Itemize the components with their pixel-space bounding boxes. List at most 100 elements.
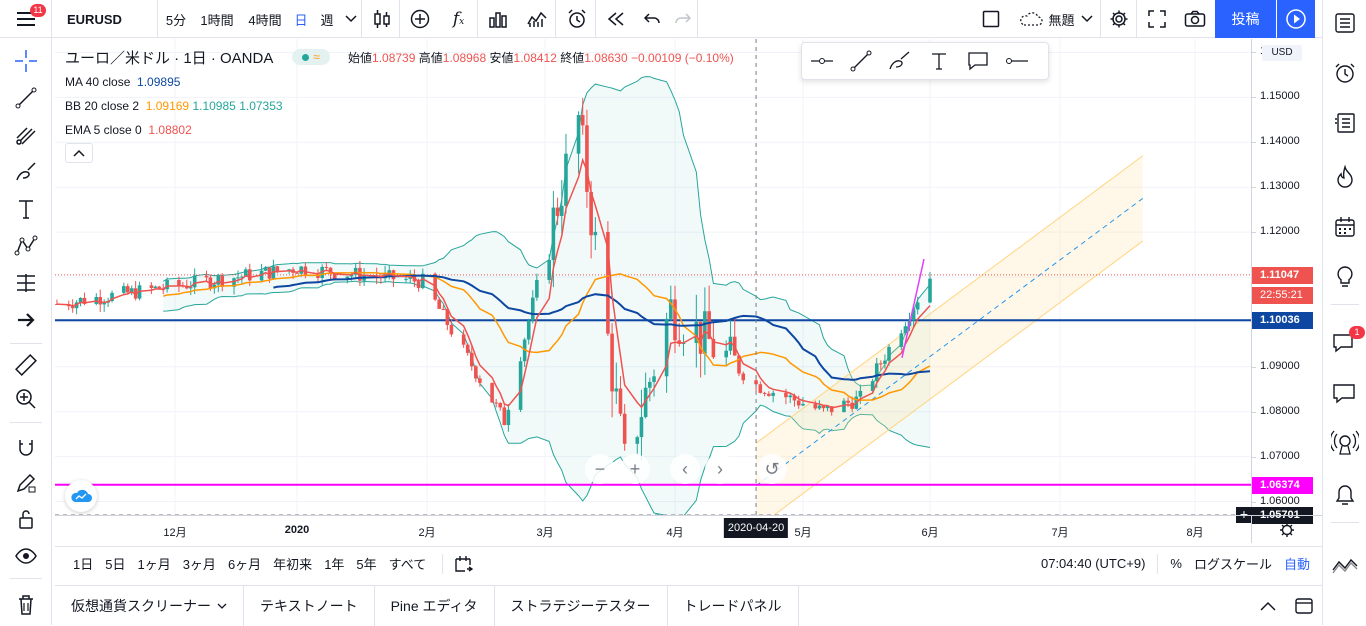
fullscreen-icon — [1148, 10, 1166, 28]
time-tick: 6月 — [921, 527, 939, 539]
symbol-search-button[interactable]: EURUSD — [53, 0, 158, 38]
time-axis[interactable]: 12月 2020 2月 3月 4月 5月 6月 7月 8月 2020-04-20 — [55, 515, 1251, 543]
axis-settings-button[interactable] — [1251, 515, 1322, 543]
callout-button[interactable] — [958, 43, 997, 79]
tab-trading-panel[interactable]: トレードパネル — [668, 585, 799, 626]
redo-button[interactable] — [668, 0, 698, 38]
add-alert-plus-icon[interactable]: + — [1236, 506, 1252, 523]
templates-button[interactable] — [518, 0, 556, 38]
collapse-panel-button[interactable] — [1250, 586, 1286, 626]
financials-button[interactable] — [480, 0, 516, 38]
brush-tool[interactable] — [8, 157, 44, 187]
interval-1d[interactable]: 日 — [294, 12, 308, 28]
candle-body — [610, 333, 614, 392]
function-icon: fx — [452, 9, 465, 29]
tab-text-notes[interactable]: テキストノート — [244, 585, 375, 626]
magnet-tool[interactable] — [8, 433, 44, 463]
range-6m[interactable]: 6ヶ月 — [227, 557, 262, 572]
chart-pane[interactable]: ユーロ／米ドル · 1日 · OANDA ≈ 始値1.08739 高値1.089… — [55, 39, 1251, 515]
prediction-tool[interactable] — [8, 268, 44, 298]
publish-button[interactable]: 投稿 — [1215, 0, 1276, 38]
zoom-tool[interactable] — [8, 384, 44, 414]
trend-arrow — [901, 258, 925, 358]
maximize-panel-button[interactable] — [1286, 586, 1322, 626]
notifications-button[interactable] — [1327, 478, 1363, 512]
brush-button[interactable] — [880, 43, 919, 79]
tab-strategy-tester[interactable]: ストラテジーテスター — [495, 585, 668, 626]
streams-button[interactable] — [1327, 426, 1363, 460]
lock-tool[interactable] — [8, 504, 44, 534]
auto-scale-toggle[interactable]: 自動 — [1283, 557, 1310, 572]
range-5d[interactable]: 5日 — [105, 557, 126, 572]
compare-button[interactable] — [402, 0, 438, 38]
range-all[interactable]: すべて — [388, 557, 427, 572]
percent-toggle[interactable]: % — [1170, 556, 1182, 571]
interval-5m[interactable]: 5分 — [165, 12, 187, 28]
interval-4h[interactable]: 4時間 — [248, 12, 282, 28]
layout-name-button[interactable]: 無題 — [1011, 0, 1101, 38]
ray-button[interactable] — [997, 43, 1036, 79]
comments-button[interactable] — [1327, 376, 1363, 410]
crosshair-tool[interactable] — [8, 46, 44, 76]
snapshot-button[interactable] — [1177, 0, 1213, 38]
ema-legend[interactable]: EMA 5 close 0 1.08802 — [65, 123, 192, 137]
ma-legend[interactable]: MA 40 close 1.09895 — [65, 75, 180, 89]
ruler-tool[interactable] — [8, 350, 44, 380]
chats-button[interactable]: 1 — [1327, 326, 1365, 360]
log-scale-toggle[interactable]: ログスケール — [1193, 557, 1272, 572]
calendar-button[interactable] — [1327, 210, 1363, 244]
list-icon — [1335, 13, 1355, 33]
pattern-tool[interactable] — [8, 231, 44, 261]
fullscreen-button[interactable] — [1139, 0, 1175, 38]
range-1y[interactable]: 1年 — [324, 557, 345, 572]
range-ytd[interactable]: 年初来 — [273, 557, 313, 572]
reset-chart-button[interactable]: ↺ — [757, 454, 787, 484]
layout-button[interactable] — [973, 0, 1009, 38]
replay-button[interactable] — [598, 0, 634, 38]
range-1m[interactable]: 1ヶ月 — [137, 557, 171, 572]
zoom-out-button[interactable]: − — [585, 454, 615, 484]
undo-button[interactable] — [636, 0, 668, 38]
clock-timezone[interactable]: 07:04:40 (UTC+9) — [1040, 556, 1146, 571]
chart-type-button[interactable] — [364, 0, 400, 38]
data-window-button[interactable] — [1327, 106, 1363, 140]
currency-label[interactable]: USD — [1262, 45, 1302, 61]
play-button[interactable] — [1277, 0, 1315, 38]
trendline-tool[interactable] — [8, 83, 44, 113]
zoom-in-button[interactable]: + — [620, 454, 650, 484]
range-3m[interactable]: 3ヶ月 — [182, 557, 216, 572]
indicators-button[interactable]: fx — [440, 0, 478, 38]
line-style-button[interactable] — [802, 43, 841, 79]
watchlist-button[interactable] — [1327, 6, 1363, 40]
price-axis[interactable]: 1.160001.150001.140001.130001.120001.090… — [1236, 39, 1322, 524]
interval-1w[interactable]: 週 — [320, 12, 334, 28]
ideas-button[interactable] — [1327, 260, 1363, 294]
text-tool[interactable] — [8, 194, 44, 224]
interval-dropdown[interactable] — [340, 0, 362, 38]
settings-button[interactable] — [1101, 0, 1137, 38]
menu-button[interactable]: 11 — [0, 0, 52, 38]
range-5y[interactable]: 5年 — [356, 557, 377, 572]
hotlists-button[interactable] — [1327, 160, 1363, 194]
stay-drawing-tool[interactable] — [8, 468, 44, 498]
arrow-tool[interactable] — [8, 305, 44, 335]
order-panel-button[interactable] — [1327, 548, 1363, 582]
tab-pine-editor[interactable]: Pine エディタ — [375, 585, 495, 626]
collapse-legend-button[interactable] — [65, 143, 93, 163]
square-icon — [982, 10, 1000, 28]
scroll-left-button[interactable]: ‹ — [670, 454, 700, 484]
alerts-button[interactable] — [1327, 56, 1363, 90]
interval-1h[interactable]: 1時間 — [200, 12, 234, 28]
text-button[interactable] — [919, 43, 958, 79]
goto-date-button[interactable] — [453, 554, 474, 574]
hide-drawings-tool[interactable] — [8, 541, 44, 571]
remove-drawings-tool[interactable] — [8, 590, 44, 620]
tab-crypto-screener[interactable]: 仮想通貨スクリーナー — [55, 585, 244, 626]
fib-tool[interactable] — [8, 120, 44, 150]
alert-button[interactable] — [558, 0, 596, 38]
trendline-button[interactable] — [841, 43, 880, 79]
scroll-right-button[interactable]: › — [705, 454, 735, 484]
range-1d[interactable]: 1日 — [73, 557, 94, 572]
bb-legend[interactable]: BB 20 close 2 1.09169 1.10985 1.07353 — [65, 99, 283, 113]
tradingview-logo[interactable] — [65, 480, 97, 512]
